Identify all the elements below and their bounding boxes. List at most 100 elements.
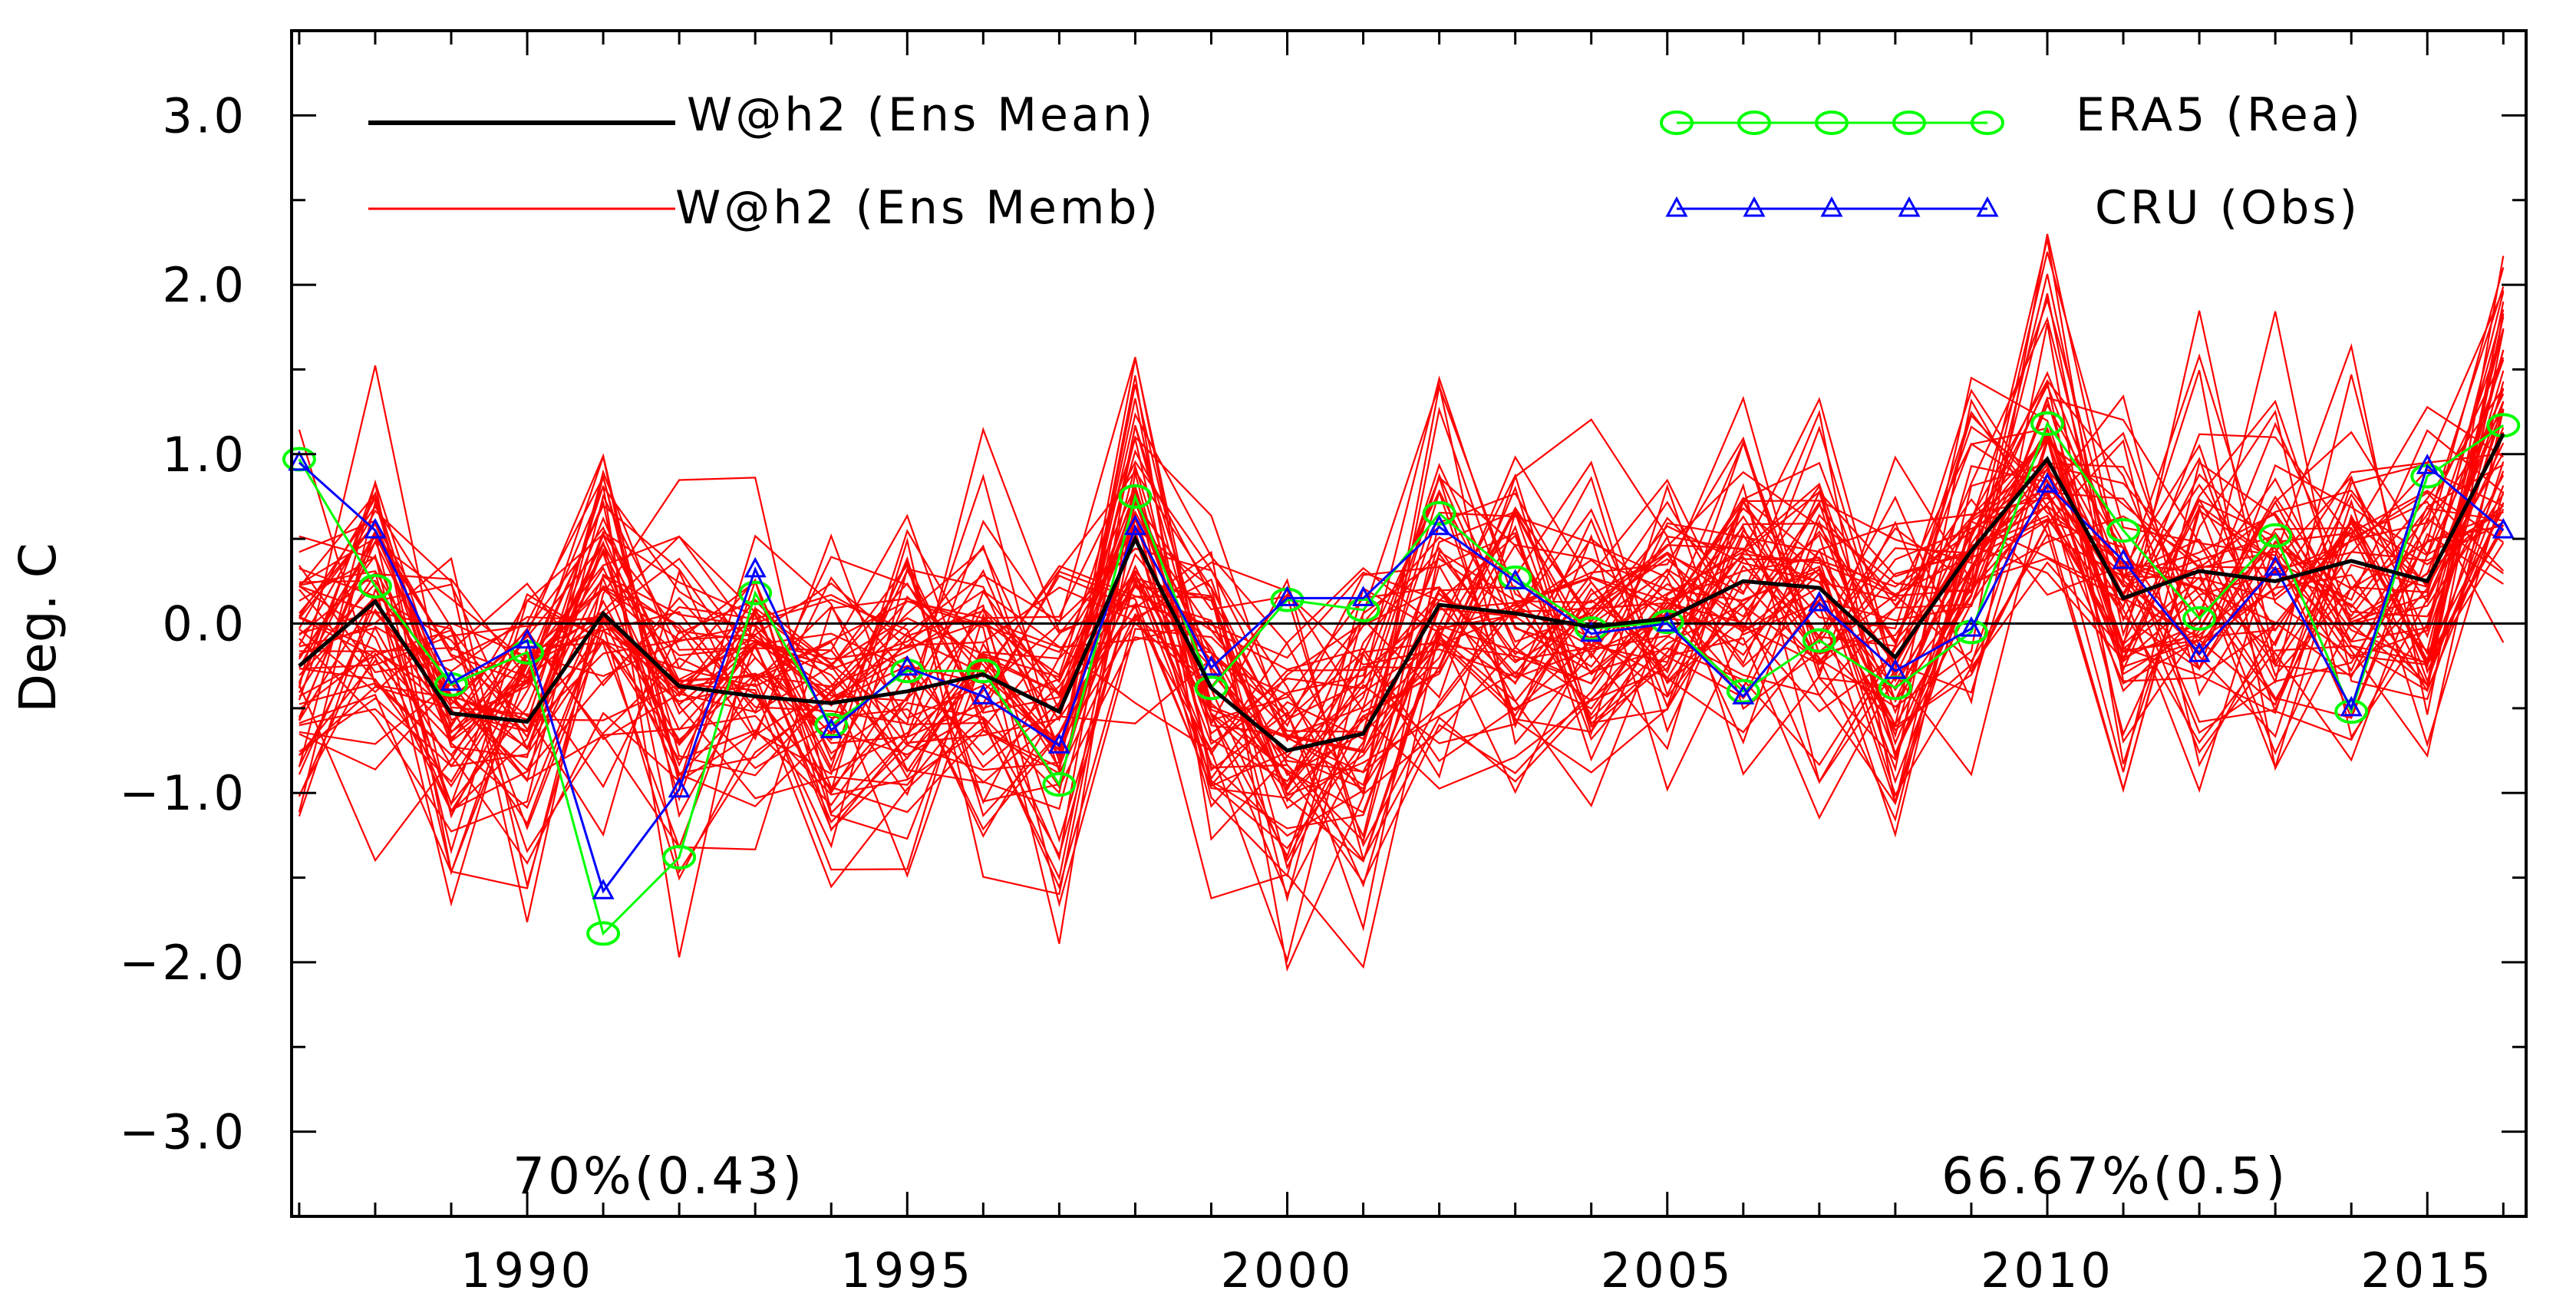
point-cru-obs (1656, 611, 1679, 632)
point-era5-rea (2258, 523, 2293, 548)
legend-cru-marker (1743, 196, 1766, 217)
ensemble-member-line (298, 379, 2505, 810)
point-cru-obs (1428, 514, 1451, 536)
legend-cru-label: CRU (Obs) (2095, 181, 2360, 235)
x-tick-label: 2015 (2360, 1242, 2494, 1298)
y-tick-label: −3.0 (119, 1104, 247, 1160)
legend-era5-marker (1660, 111, 1694, 135)
point-era5-rea (1194, 675, 1229, 701)
left-skill-score: 70%(0.43) (513, 1147, 805, 1206)
legend-cru-marker (1898, 196, 1921, 217)
point-cru-obs (1199, 655, 1223, 676)
right-skill-score: 66.67%(0.5) (1941, 1147, 2288, 1206)
point-cru-obs (668, 777, 691, 798)
legend-era5-marker (1892, 111, 1926, 135)
y-tick-label: 3.0 (162, 87, 247, 144)
point-cru-obs (820, 718, 843, 739)
ensemble-member-line (298, 371, 2504, 875)
point-era5-rea (586, 921, 621, 946)
point-cru-obs (516, 628, 539, 649)
y-tick-label: 2.0 (162, 257, 247, 313)
y-tick-label: 0.0 (162, 596, 247, 652)
point-cru-obs (1504, 569, 1527, 589)
point-cru-obs (364, 517, 387, 539)
y-tick-label: −2.0 (119, 935, 247, 991)
ensemble-member-line (298, 435, 2505, 888)
point-era5-rea (1574, 616, 1608, 642)
legend-era5-marker (1815, 111, 1849, 135)
point-era5-rea (662, 845, 697, 870)
ensemble-member-line (298, 328, 2505, 890)
legend-member-label: W@h2 (Ens Memb) (675, 181, 1161, 235)
legend-era5-swatch (1660, 111, 2004, 135)
point-era5-rea (2182, 606, 2217, 631)
point-era5-rea (966, 658, 1001, 684)
legend-cru-marker (1820, 196, 1843, 217)
ensemble-member-line (298, 289, 2505, 826)
ensemble-member-line (298, 381, 2505, 889)
point-cru-obs (2188, 642, 2211, 662)
point-cru-obs (592, 879, 615, 899)
legend-mean-label: W@h2 (Ens Mean) (687, 88, 1156, 142)
point-era5-rea (1042, 772, 1077, 797)
ensemble-member-line (298, 398, 2504, 863)
x-tick-label: 2000 (1221, 1242, 1354, 1298)
ensemble-member-line (298, 394, 2504, 863)
ensemble-member-line (298, 442, 2505, 817)
point-cru-obs (1808, 590, 1831, 612)
axes: 1990 1995 2000 2005 2010 2015 −3.0 −2.0 −1.0 0.0 1… (119, 29, 2528, 1298)
series-layer (282, 411, 2521, 946)
point-cru-obs (2036, 472, 2059, 493)
point-cru-obs (1960, 615, 1983, 637)
ensemble-member-line (298, 239, 2505, 865)
point-cru-obs (1047, 733, 1070, 754)
ensemble-members (298, 233, 2505, 972)
x-tick-label: 2010 (1981, 1242, 2114, 1298)
legend-era5-label: ERA5 (Rea) (2076, 88, 2363, 142)
point-cru-obs (1732, 684, 1755, 704)
point-era5-rea (890, 658, 925, 684)
point-era5-rea (2106, 518, 2141, 543)
ensemble-member-line (298, 383, 2505, 796)
legend-cru-marker (1976, 196, 1999, 217)
point-era5-rea (1802, 628, 1836, 653)
point-cru-obs (1352, 586, 1375, 606)
point-cru-obs (2264, 555, 2287, 576)
series-line-cru-obs (298, 461, 2505, 894)
point-era5-rea (358, 573, 392, 599)
point-cru-obs (895, 655, 919, 676)
ensemble-member-line (298, 322, 2505, 889)
point-cru-obs (288, 450, 311, 471)
point-era5-rea (1954, 619, 1988, 645)
point-cru-obs (1275, 586, 1299, 606)
point-era5-rea (1118, 483, 1153, 509)
point-era5-rea (738, 580, 773, 606)
point-cru-obs (1580, 621, 1603, 642)
point-cru-obs (2112, 548, 2135, 569)
x-tick-label: 1990 (460, 1242, 594, 1298)
ensemble-member-line (298, 292, 2505, 813)
point-era5-rea (2030, 411, 2064, 437)
ensemble-member-line (298, 431, 2504, 859)
point-cru-obs (2492, 517, 2515, 539)
ensemble-member-line (298, 427, 2505, 855)
y-axis-label: Deg. C (8, 543, 68, 712)
point-cru-obs (440, 670, 463, 691)
x-tick-label: 2005 (1601, 1242, 1734, 1298)
point-cru-obs (1123, 514, 1146, 536)
y-tick-label: −1.0 (119, 765, 247, 821)
ensemble-member-line (298, 358, 2505, 824)
legend-era5-marker (1971, 111, 2004, 135)
legend-era5-marker (1737, 111, 1771, 135)
point-era5-rea (1726, 678, 1760, 704)
point-cru-obs (744, 556, 767, 578)
legend-cru-marker (1665, 196, 1688, 217)
point-cru-obs (2416, 454, 2439, 474)
legend: W@h2 (Ens Mean) W@h2 (Ens Memb) ERA5 (Re… (368, 88, 2363, 235)
y-tick-label: 1.0 (162, 427, 247, 483)
point-era5-rea (1422, 501, 1456, 526)
series-line-w-h2-ens-mean (298, 433, 2505, 753)
point-cru-obs (2340, 695, 2363, 717)
x-tick-label: 1995 (840, 1242, 974, 1298)
